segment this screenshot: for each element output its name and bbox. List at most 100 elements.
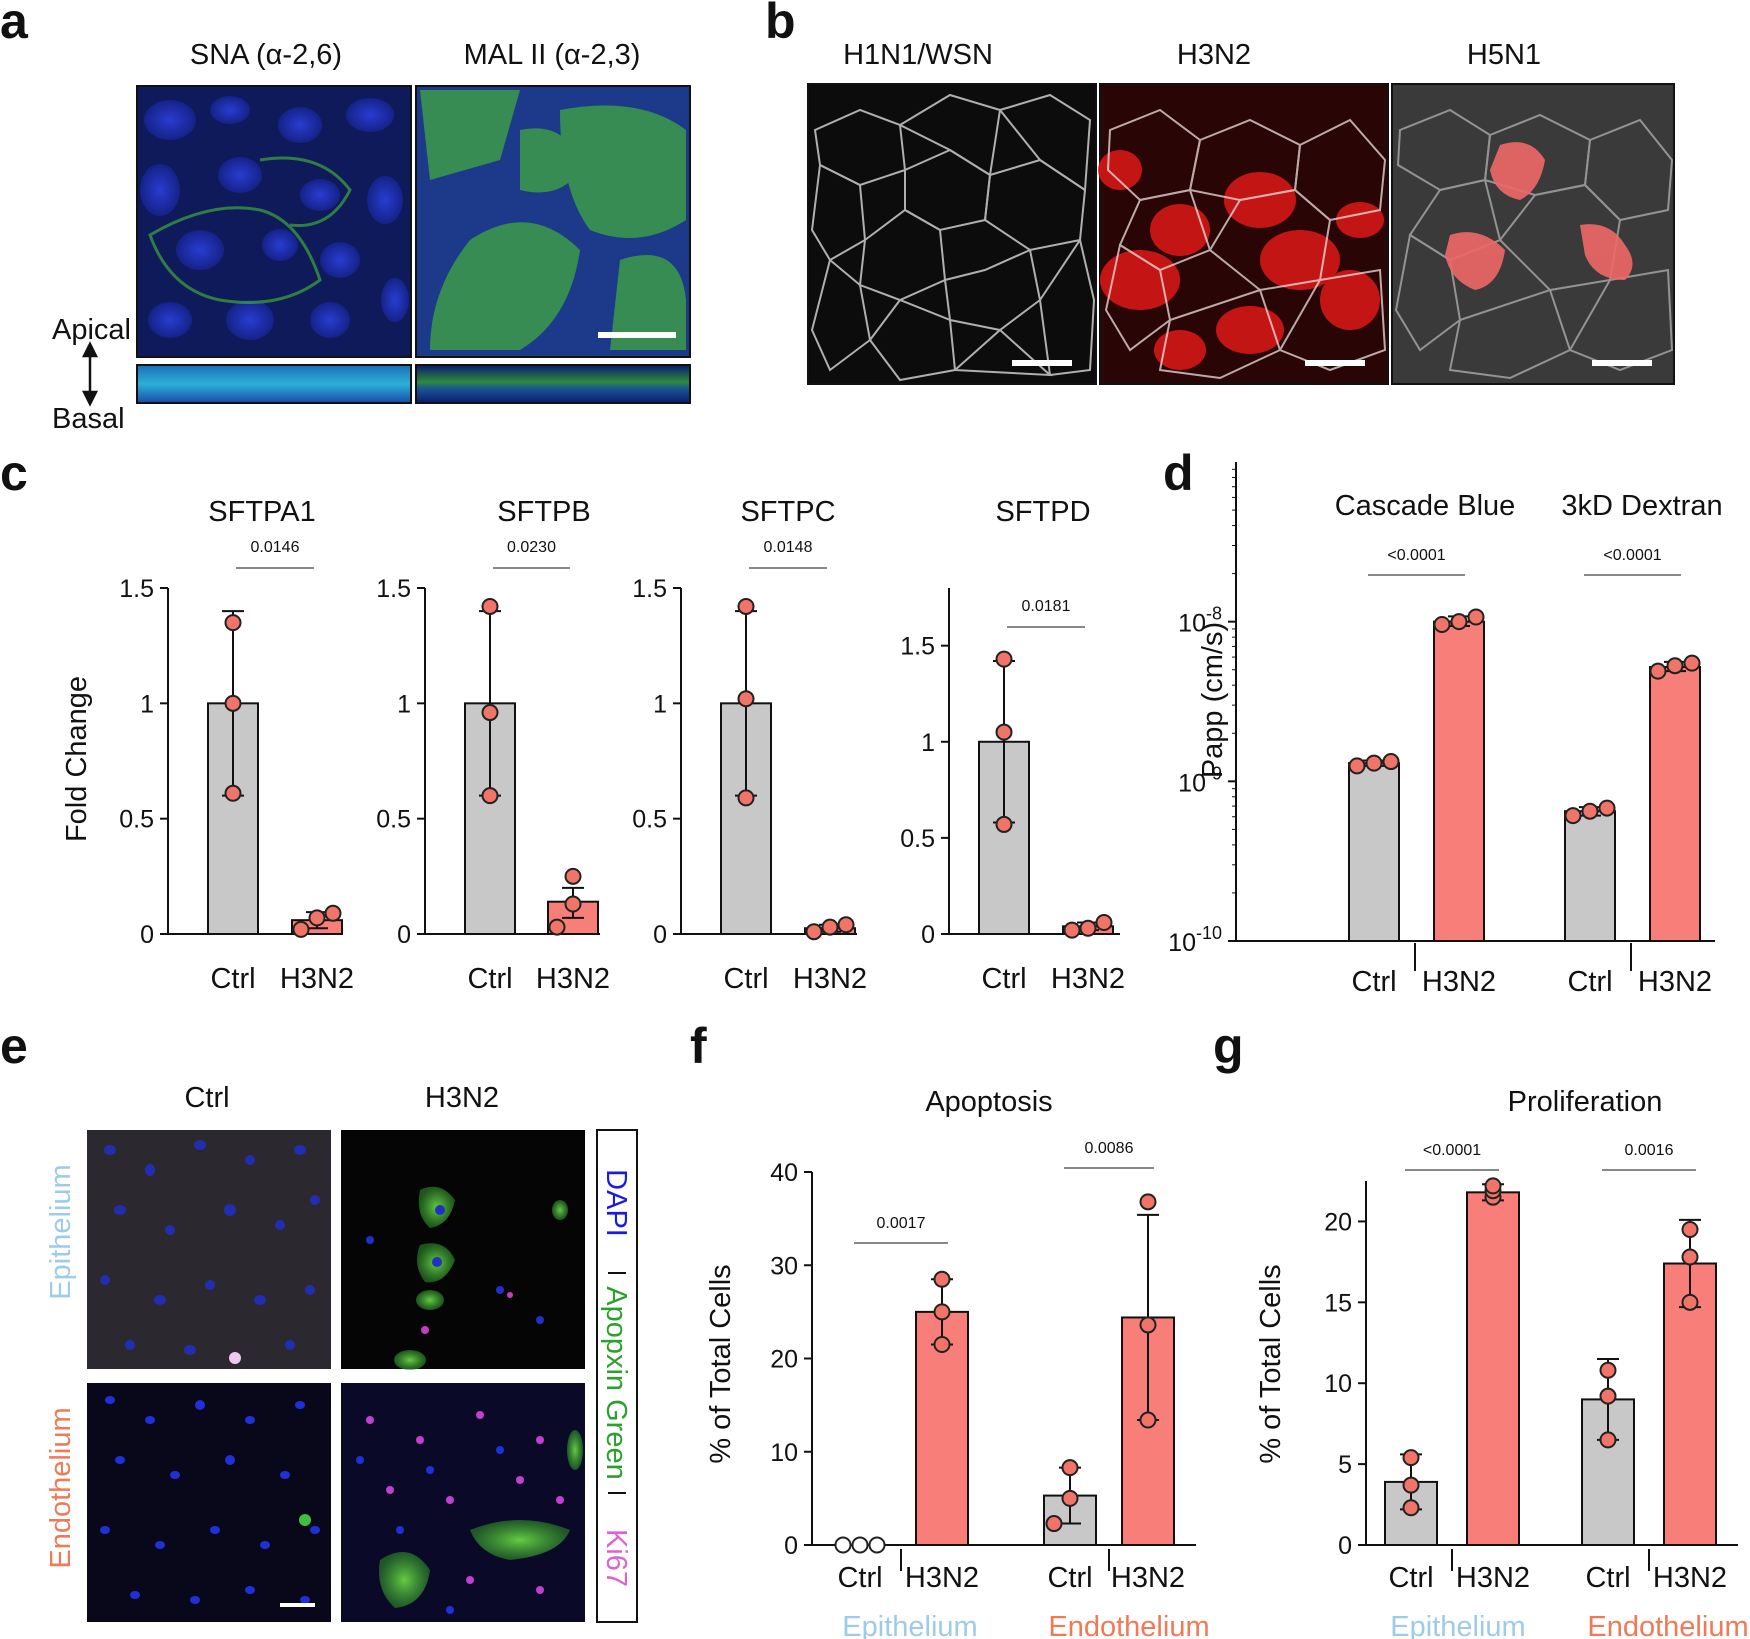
- image-mal-section: [415, 364, 691, 404]
- apical-basal-arrow-icon: [81, 341, 99, 407]
- y-tick-label: 1: [653, 690, 667, 718]
- data-point: [564, 895, 582, 913]
- legend-dapi: DAPI: [600, 1169, 632, 1237]
- data-point: [224, 784, 242, 802]
- scale-bar-e: [280, 1603, 315, 1607]
- data-point: [737, 597, 755, 615]
- data-point: [308, 909, 326, 927]
- apical-label: Apical: [52, 314, 131, 346]
- p-value: <0.0001: [1603, 547, 1661, 564]
- y-tick-label: 1: [921, 729, 935, 757]
- panel-label-d: d: [1163, 445, 1194, 501]
- data-point: [224, 614, 242, 632]
- data-point: [1683, 654, 1701, 672]
- panel-b-title-h3n2: H3N2: [1177, 39, 1251, 71]
- data-point: [933, 1270, 951, 1288]
- x-tick-label: H3N2: [793, 963, 867, 995]
- data-point: [1139, 1316, 1157, 1334]
- y-axis-label: Fold Change: [61, 676, 93, 842]
- chart-f-6: 0 10 20 30 40 Apoptosis % of Total Cells Ctrl H3…: [705, 1086, 1196, 1594]
- y-tick-label: 0.5: [632, 806, 667, 834]
- y-tick-label: 20: [1324, 1208, 1352, 1236]
- data-point: [737, 690, 755, 708]
- y-tick-label: 0: [1338, 1532, 1352, 1560]
- image-h1n1: [807, 83, 1097, 385]
- data-point: [1450, 613, 1468, 631]
- basal-label: Basal: [52, 403, 125, 435]
- panel-f-group-labels: Epithelium Endothelium: [842, 1611, 1209, 1639]
- p-value: 0.0086: [1085, 1140, 1134, 1157]
- data-point: [1045, 1515, 1063, 1533]
- y-tick-label: 0.5: [376, 806, 411, 834]
- x-tick-label: Ctrl: [1585, 1562, 1630, 1594]
- data-point: [481, 597, 499, 615]
- y-tick-label: 10-9: [1178, 763, 1222, 797]
- g-group-endothelium: Endothelium: [1587, 1611, 1748, 1639]
- panel-e-col-h3n2: H3N2: [425, 1082, 499, 1114]
- panel-label-a: a: [0, 0, 29, 49]
- y-tick-label: 1.5: [900, 633, 935, 661]
- image-mal: [415, 85, 691, 358]
- chart-title: Proliferation: [1508, 1086, 1663, 1118]
- data-point: [805, 923, 823, 941]
- data-point: [1061, 1459, 1079, 1477]
- data-point: [837, 916, 855, 934]
- data-point: [481, 704, 499, 722]
- data-point: [1598, 799, 1616, 817]
- x-tick-label: Ctrl: [1567, 966, 1612, 998]
- data-point: [564, 867, 582, 885]
- data-point: [1467, 608, 1485, 626]
- chart-g-7: 0 5 10 15 20 Proliferation % of Total Cells Ctr…: [1255, 1086, 1738, 1594]
- data-point: [1139, 1411, 1157, 1429]
- g-group-epithelium: Epithelium: [1390, 1611, 1525, 1639]
- data-point: [1581, 802, 1599, 820]
- p-value: <0.0001: [1423, 1142, 1481, 1159]
- data-point: [1095, 913, 1113, 931]
- y-tick-label: 20: [770, 1346, 798, 1374]
- data-point: [1599, 1431, 1617, 1449]
- legend-ki67: Ki67: [600, 1529, 632, 1587]
- scale-bar-b3: [1592, 360, 1652, 366]
- x-tick-label: H3N2: [1111, 1562, 1185, 1594]
- scale-bar-a: [598, 332, 676, 338]
- panel-a-title-mal: MAL II (α-2,3): [464, 39, 641, 71]
- data-point: [933, 1336, 951, 1354]
- image-h5n1: [1391, 83, 1675, 385]
- x-tick-label: Ctrl: [210, 963, 255, 995]
- y-tick-label: 1: [397, 690, 411, 718]
- x-tick-label: Ctrl: [1388, 1562, 1433, 1594]
- y-tick-label: 30: [770, 1252, 798, 1280]
- data-point: [995, 650, 1013, 668]
- data-point: [1365, 754, 1383, 772]
- image-e-h3n2-epithelium: [341, 1130, 585, 1370]
- data-point: [868, 1536, 886, 1554]
- data-point: [1666, 657, 1684, 675]
- y-axis-label: % of Total Cells: [705, 1264, 737, 1463]
- data-point: [737, 789, 755, 807]
- image-e-h3n2-endothelium: [341, 1383, 585, 1622]
- y-tick-label: 1.5: [119, 575, 154, 603]
- p-value: 0.0230: [507, 539, 556, 556]
- panel-label-b: b: [765, 0, 796, 49]
- data-point: [1061, 1489, 1079, 1507]
- y-tick-label: 0: [653, 921, 667, 949]
- x-tick-label: Ctrl: [467, 963, 512, 995]
- data-point: [933, 1303, 951, 1321]
- p-value: 0.0016: [1625, 1142, 1674, 1159]
- data-point: [292, 920, 310, 938]
- f-group-epithelium: Epithelium: [842, 1611, 977, 1639]
- image-e-ctrl-endothelium: [87, 1383, 331, 1622]
- x-tick-label: H3N2: [1456, 1562, 1530, 1594]
- data-point: [1649, 662, 1667, 680]
- panel-e-row-epithelium: Epithelium: [45, 1164, 77, 1299]
- x-tick-label: Ctrl: [1351, 966, 1396, 998]
- chart-c-3: 0 0.5 1 1.5 SFTPC Ctrl H3N2 0.0148: [632, 496, 867, 995]
- y-tick-label: 10-10: [1168, 923, 1222, 957]
- panel-b-title-h5n1: H5N1: [1467, 39, 1541, 71]
- data-point: [1681, 1293, 1699, 1311]
- y-tick-label: 15: [1324, 1289, 1352, 1317]
- data-point: [1564, 807, 1582, 825]
- scale-bar-b1: [1012, 360, 1072, 366]
